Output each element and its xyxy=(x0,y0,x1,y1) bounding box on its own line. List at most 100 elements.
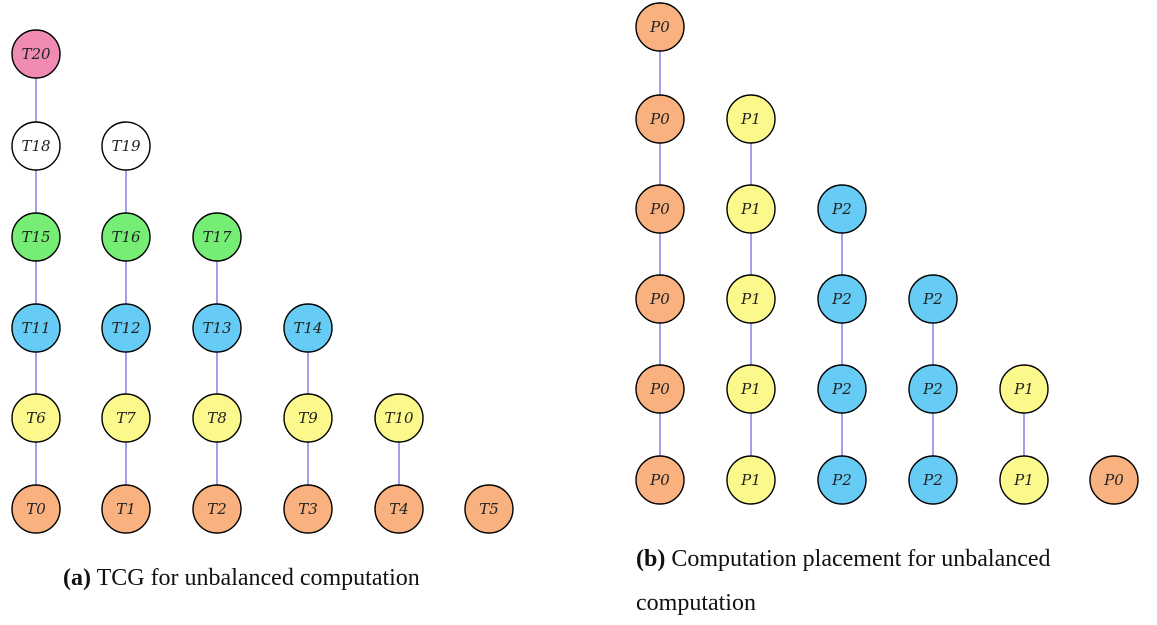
a-node-T12: T12 xyxy=(101,303,151,353)
b-node-label: P2 xyxy=(831,200,852,218)
b-node-label: P1 xyxy=(1013,471,1034,489)
a-node-circle xyxy=(11,121,61,171)
b-node-label: P0 xyxy=(649,380,670,398)
b-node-circle xyxy=(635,94,685,144)
a-node-circle xyxy=(192,484,242,534)
a-node-circle xyxy=(101,393,151,443)
caption-b-text-line1: Computation placement for unbalanced xyxy=(671,546,1051,572)
a-node-circle xyxy=(101,303,151,353)
b-node-circle xyxy=(999,455,1049,505)
a-node-label: T13 xyxy=(202,319,231,337)
b-node-b_2_3: P2 xyxy=(817,184,867,234)
b-node-circle xyxy=(1089,455,1139,505)
a-node-circle xyxy=(283,393,333,443)
b-node-b_1_2: P1 xyxy=(726,274,776,324)
caption-b: (b) Computation placement for unbalanced… xyxy=(636,537,1051,625)
b-node-b_2_2: P2 xyxy=(817,274,867,324)
b-node-label: P2 xyxy=(922,471,943,489)
b-node-label: P1 xyxy=(1013,380,1034,398)
a-node-circle xyxy=(11,212,61,262)
a-node-circle xyxy=(101,212,151,262)
a-node-label: T5 xyxy=(479,500,499,518)
b-node-b_3_0: P2 xyxy=(908,455,958,505)
caption-a: (a) TCG for unbalanced computation xyxy=(63,565,420,592)
b-node-label: P0 xyxy=(1103,471,1124,489)
b-node-b_0_0: P0 xyxy=(635,455,685,505)
a-node-label: T18 xyxy=(21,137,50,155)
b-node-label: P1 xyxy=(740,290,761,308)
a-node-label: T8 xyxy=(207,409,227,427)
b-node-b_4_1: P1 xyxy=(999,364,1049,414)
b-node-b_0_3: P0 xyxy=(635,184,685,234)
a-node-circle xyxy=(11,303,61,353)
caption-a-text: TCG for unbalanced computation xyxy=(96,565,420,591)
a-node-T17: T17 xyxy=(192,212,242,262)
a-node-label: T11 xyxy=(21,319,50,337)
a-node-circle xyxy=(283,303,333,353)
a-node-label: T0 xyxy=(26,500,46,518)
b-node-circle xyxy=(999,364,1049,414)
b-node-circle xyxy=(817,455,867,505)
b-node-label: P0 xyxy=(649,200,670,218)
b-node-label: P1 xyxy=(740,200,761,218)
b-node-label: P2 xyxy=(922,380,943,398)
a-node-T6: T6 xyxy=(11,393,61,443)
b-node-circle xyxy=(817,184,867,234)
a-node-T8: T8 xyxy=(192,393,242,443)
b-node-circle xyxy=(817,274,867,324)
diagram-b-nodes: P0 P0 P1 P0 P1 P2 P0 P1 P2 P2 P0 P1 P2 P2 P1 P0 P1 P2 P2 P1… xyxy=(635,2,1139,505)
b-node-b_1_4: P1 xyxy=(726,94,776,144)
a-node-circle xyxy=(374,393,424,443)
a-node-T11: T11 xyxy=(11,303,61,353)
a-node-label: T16 xyxy=(111,228,141,246)
b-node-b_1_3: P1 xyxy=(726,184,776,234)
b-node-b_4_0: P1 xyxy=(999,455,1049,505)
b-node-circle xyxy=(635,184,685,234)
b-node-label: P0 xyxy=(649,471,670,489)
a-node-circle xyxy=(11,484,61,534)
b-node-b_2_1: P2 xyxy=(817,364,867,414)
b-node-label: P0 xyxy=(649,290,670,308)
b-node-label: P0 xyxy=(649,110,670,128)
a-node-circle xyxy=(283,484,333,534)
b-node-circle xyxy=(635,274,685,324)
b-node-circle xyxy=(726,184,776,234)
a-node-label: T7 xyxy=(116,409,136,427)
a-node-circle xyxy=(11,393,61,443)
a-node-label: T3 xyxy=(298,500,318,518)
b-node-label: P1 xyxy=(740,471,761,489)
a-node-T2: T2 xyxy=(192,484,242,534)
b-node-b_0_1: P0 xyxy=(635,364,685,414)
a-node-T3: T3 xyxy=(283,484,333,534)
a-node-circle xyxy=(192,393,242,443)
b-node-circle xyxy=(726,94,776,144)
a-node-label: T15 xyxy=(21,228,50,246)
b-node-circle xyxy=(817,364,867,414)
b-node-circle xyxy=(635,364,685,414)
a-node-T20: T20 xyxy=(11,29,61,79)
b-node-circle xyxy=(726,364,776,414)
a-node-T18: T18 xyxy=(11,121,61,171)
b-node-b_3_2: P2 xyxy=(908,274,958,324)
a-node-T7: T7 xyxy=(101,393,151,443)
a-node-T16: T16 xyxy=(101,212,151,262)
a-node-label: T9 xyxy=(298,409,318,427)
a-node-circle xyxy=(192,303,242,353)
a-node-label: T1 xyxy=(116,500,136,518)
b-node-circle xyxy=(635,2,685,52)
a-node-T4: T4 xyxy=(374,484,424,534)
b-node-b_5_0: P0 xyxy=(1089,455,1139,505)
a-node-circle xyxy=(101,484,151,534)
a-node-label: T12 xyxy=(111,319,140,337)
a-node-T14: T14 xyxy=(283,303,333,353)
b-node-label: P2 xyxy=(831,380,852,398)
a-node-label: T20 xyxy=(21,45,51,63)
b-node-label: P2 xyxy=(831,471,852,489)
a-node-label: T4 xyxy=(389,500,409,518)
b-node-b_0_4: P0 xyxy=(635,94,685,144)
a-node-T0: T0 xyxy=(11,484,61,534)
caption-b-tag: (b) xyxy=(636,546,666,572)
caption-b-line1: (b) Computation placement for unbalanced xyxy=(636,537,1051,581)
a-node-label: T14 xyxy=(293,319,322,337)
b-node-b_0_2: P0 xyxy=(635,274,685,324)
